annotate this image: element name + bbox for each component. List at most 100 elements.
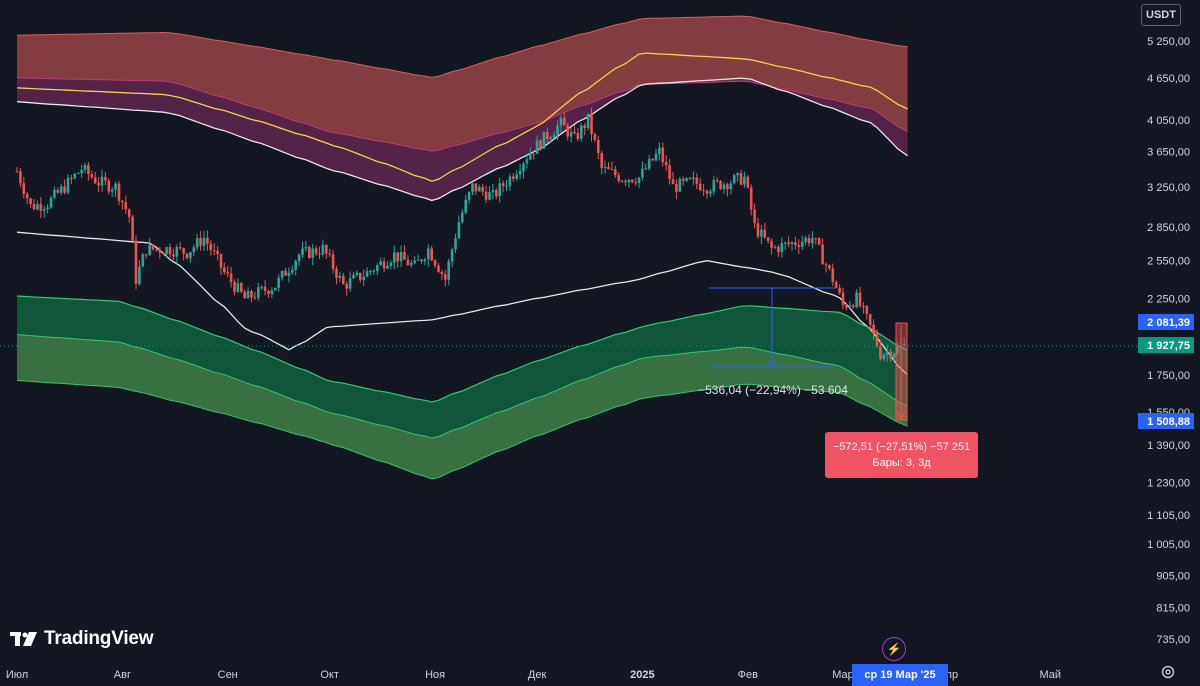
candle — [563, 112, 566, 126]
candle-body — [902, 344, 906, 346]
candle — [501, 180, 505, 193]
candle-body — [423, 259, 427, 262]
candle — [243, 289, 246, 299]
candle — [879, 339, 882, 361]
candle-body — [447, 261, 450, 280]
candle — [192, 244, 196, 257]
candle-body — [719, 180, 722, 189]
candle — [834, 279, 838, 289]
candle — [739, 169, 743, 186]
candle — [542, 131, 546, 149]
candle — [845, 303, 848, 311]
candle — [348, 271, 352, 292]
candle — [274, 287, 277, 291]
candle-body — [127, 209, 131, 217]
candle — [800, 235, 804, 251]
candle-body — [607, 166, 610, 170]
candle-body — [532, 153, 535, 155]
price-tick-label: 4 650,00 — [1147, 73, 1190, 85]
candle-body — [189, 252, 192, 259]
candle — [284, 268, 287, 276]
candle-body — [325, 245, 328, 254]
candle-body — [590, 113, 593, 134]
candle — [858, 287, 862, 308]
lightning-icon[interactable]: ⚡ — [882, 637, 906, 661]
candle — [705, 189, 709, 199]
price-axis[interactable]: 5 250,00 4 650,00 4 050,00 3 650,00 3 250,00… — [1147, 36, 1190, 646]
lower-band-mid-line — [16, 334, 908, 439]
candle-body — [794, 242, 797, 246]
candle-body — [614, 169, 617, 175]
candle — [647, 154, 651, 171]
candle — [471, 182, 474, 196]
lower-band-bottom-line — [16, 379, 908, 480]
time-tick-label: Фев — [738, 669, 758, 681]
candle-body — [549, 137, 552, 140]
candle — [783, 241, 787, 250]
candle — [63, 179, 66, 195]
candle — [161, 251, 165, 254]
candle — [559, 115, 563, 133]
candle-body — [410, 262, 413, 266]
candle-body — [199, 238, 202, 246]
candle-body — [637, 177, 641, 184]
candle-body — [444, 274, 447, 280]
upper-band-inner — [17, 77, 908, 201]
candle — [376, 263, 379, 276]
price-tick-label: 1 750,00 — [1147, 370, 1190, 382]
candle-body — [141, 254, 145, 267]
candle-body — [736, 173, 739, 176]
candle — [365, 267, 369, 278]
candle-body — [603, 166, 607, 168]
candle — [607, 162, 610, 170]
candle-body — [675, 184, 678, 192]
candle-body — [763, 229, 767, 238]
candle — [172, 248, 175, 260]
candle-body — [552, 135, 556, 138]
candle-body — [698, 183, 702, 191]
candle — [202, 230, 206, 251]
candle — [175, 244, 179, 264]
candle-body — [495, 190, 498, 197]
candle — [872, 319, 875, 341]
candle — [199, 231, 202, 251]
candle — [478, 184, 481, 192]
candle-body — [777, 247, 780, 252]
candle — [151, 244, 155, 252]
candle-body — [175, 247, 179, 257]
candle-body — [362, 276, 365, 280]
candle — [498, 178, 501, 203]
candle-body — [743, 176, 746, 185]
candle — [416, 254, 420, 261]
candle — [681, 176, 685, 186]
candle-body — [705, 190, 709, 194]
candle-body — [481, 186, 484, 192]
candle — [93, 171, 97, 185]
candle-body — [365, 271, 369, 277]
candle — [369, 269, 372, 275]
candle-body — [573, 131, 576, 133]
candle — [719, 180, 722, 191]
time-tick-label: Ноя — [425, 669, 445, 681]
candle-body — [664, 162, 668, 166]
candle — [100, 169, 104, 192]
tradingview-logo-icon — [10, 632, 37, 646]
price-tick-label: 815,00 — [1156, 603, 1190, 615]
candle — [76, 172, 80, 175]
currency-button[interactable]: USDT — [1141, 4, 1181, 26]
candle-body — [280, 270, 284, 278]
gear-icon[interactable] — [1160, 664, 1176, 680]
candle-body — [25, 194, 29, 199]
candle-body — [709, 191, 712, 194]
candle — [522, 161, 525, 179]
candle-body — [233, 282, 236, 292]
candle-body — [335, 268, 338, 278]
candle — [287, 267, 291, 283]
candle-body — [610, 169, 614, 171]
candle-body — [875, 333, 879, 347]
candle — [790, 241, 794, 251]
candle — [447, 258, 450, 286]
candle-body — [529, 153, 532, 160]
time-axis[interactable]: Июл Авг Сен Окт Ноя Дек 2025 Фев Мар Апр Май — [6, 669, 1061, 681]
